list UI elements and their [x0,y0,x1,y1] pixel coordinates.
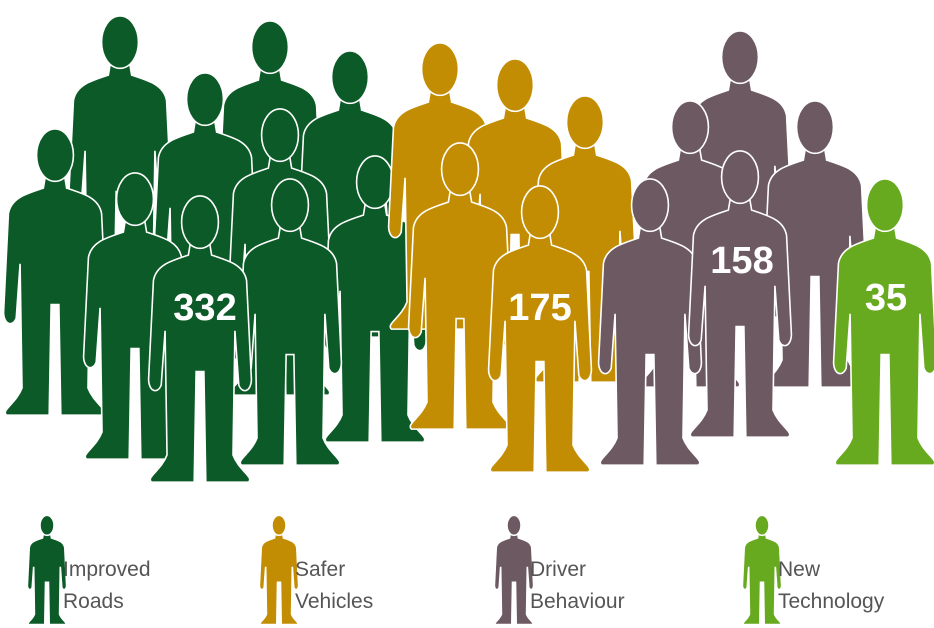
person-figure [27,515,66,624]
value-label: 158 [710,240,773,282]
figure-head [722,31,759,83]
person-figure [259,515,298,624]
figure-body [27,534,66,625]
figure-head [332,51,369,103]
legend-icon [27,515,66,624]
figure-head [272,179,309,231]
figure-head [867,179,904,231]
figure-head [187,73,224,125]
figure-group [389,43,637,472]
value-label: 175 [508,287,571,329]
figure-head [755,515,769,535]
figure-head [357,156,394,208]
person-figure [742,515,781,624]
figure-head [672,101,709,153]
figure-head [117,173,154,225]
chart: 332 175 158 35 [0,0,934,628]
value-label: 332 [173,287,236,329]
legend-label: Safer Vehicles [295,554,405,618]
figure-head [567,96,604,148]
legend-label: Driver Behaviour [530,554,640,618]
figure-head [37,129,74,181]
legend-label: Improved Roads [63,554,173,618]
figure-head [497,59,534,111]
legend-icon [494,515,533,624]
person-figure [494,515,533,624]
figure-head [262,109,299,161]
figure-head [722,151,759,203]
figure-body [494,534,533,625]
figure-head [252,21,289,73]
figure-group [4,16,427,482]
infographic: 332 175 158 35 Improved Roads Safer Vehicles… [0,0,934,628]
figure-head [507,515,521,535]
figure-head [422,43,459,95]
figure-body [742,534,781,625]
figure-head [102,16,139,68]
legend-icon [259,515,298,624]
value-label: 35 [865,277,907,319]
legend-icon [742,515,781,624]
legend-label: New Technology [778,554,888,618]
figure-head [797,101,834,153]
figure-head [182,196,219,248]
figure-head [522,186,559,238]
figure-head [272,515,286,535]
figure-head [442,143,479,195]
figure-head [40,515,54,535]
figure-body [259,534,298,625]
figure-head [632,179,669,231]
